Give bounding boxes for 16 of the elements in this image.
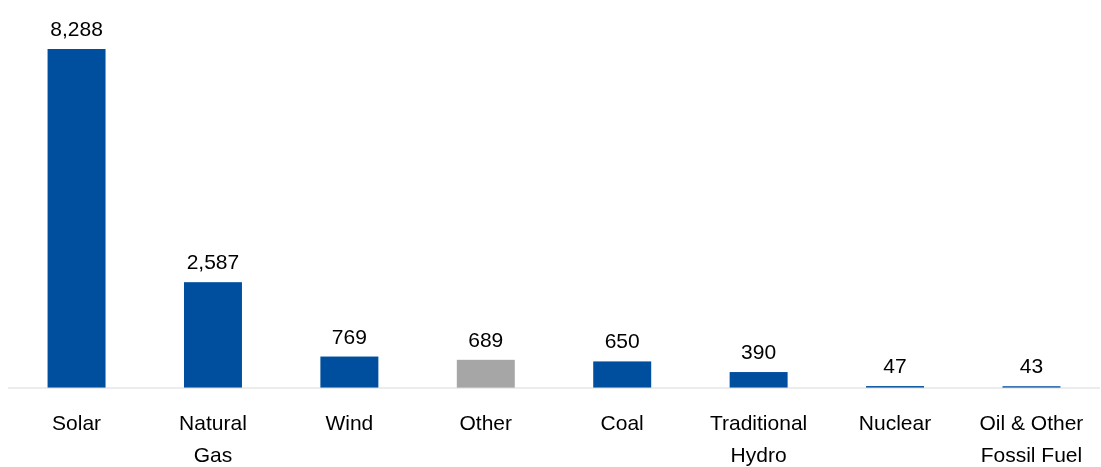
data-label: 390 bbox=[741, 340, 777, 364]
data-label: 43 bbox=[1019, 354, 1044, 378]
x-tick-label: Natural Gas bbox=[179, 411, 247, 466]
x-tick-label: Oil & Other Fossil Fuel bbox=[979, 411, 1084, 466]
data-label: 8,288 bbox=[50, 17, 103, 40]
data-label: 769 bbox=[331, 324, 367, 348]
data-label: 2,587 bbox=[186, 250, 240, 274]
x-tick-label: Wind bbox=[325, 411, 374, 434]
x-tick-label: Other bbox=[459, 411, 513, 434]
data-label: 47 bbox=[883, 354, 907, 378]
x-tick-label: Nuclear bbox=[858, 411, 932, 434]
data-label: 650 bbox=[604, 329, 640, 353]
data-label: 689 bbox=[468, 327, 504, 351]
x-tick-label: Solar bbox=[52, 411, 102, 434]
x-tick-label: Traditional Hydro bbox=[709, 411, 808, 466]
x-tick-label: Coal bbox=[600, 411, 644, 434]
